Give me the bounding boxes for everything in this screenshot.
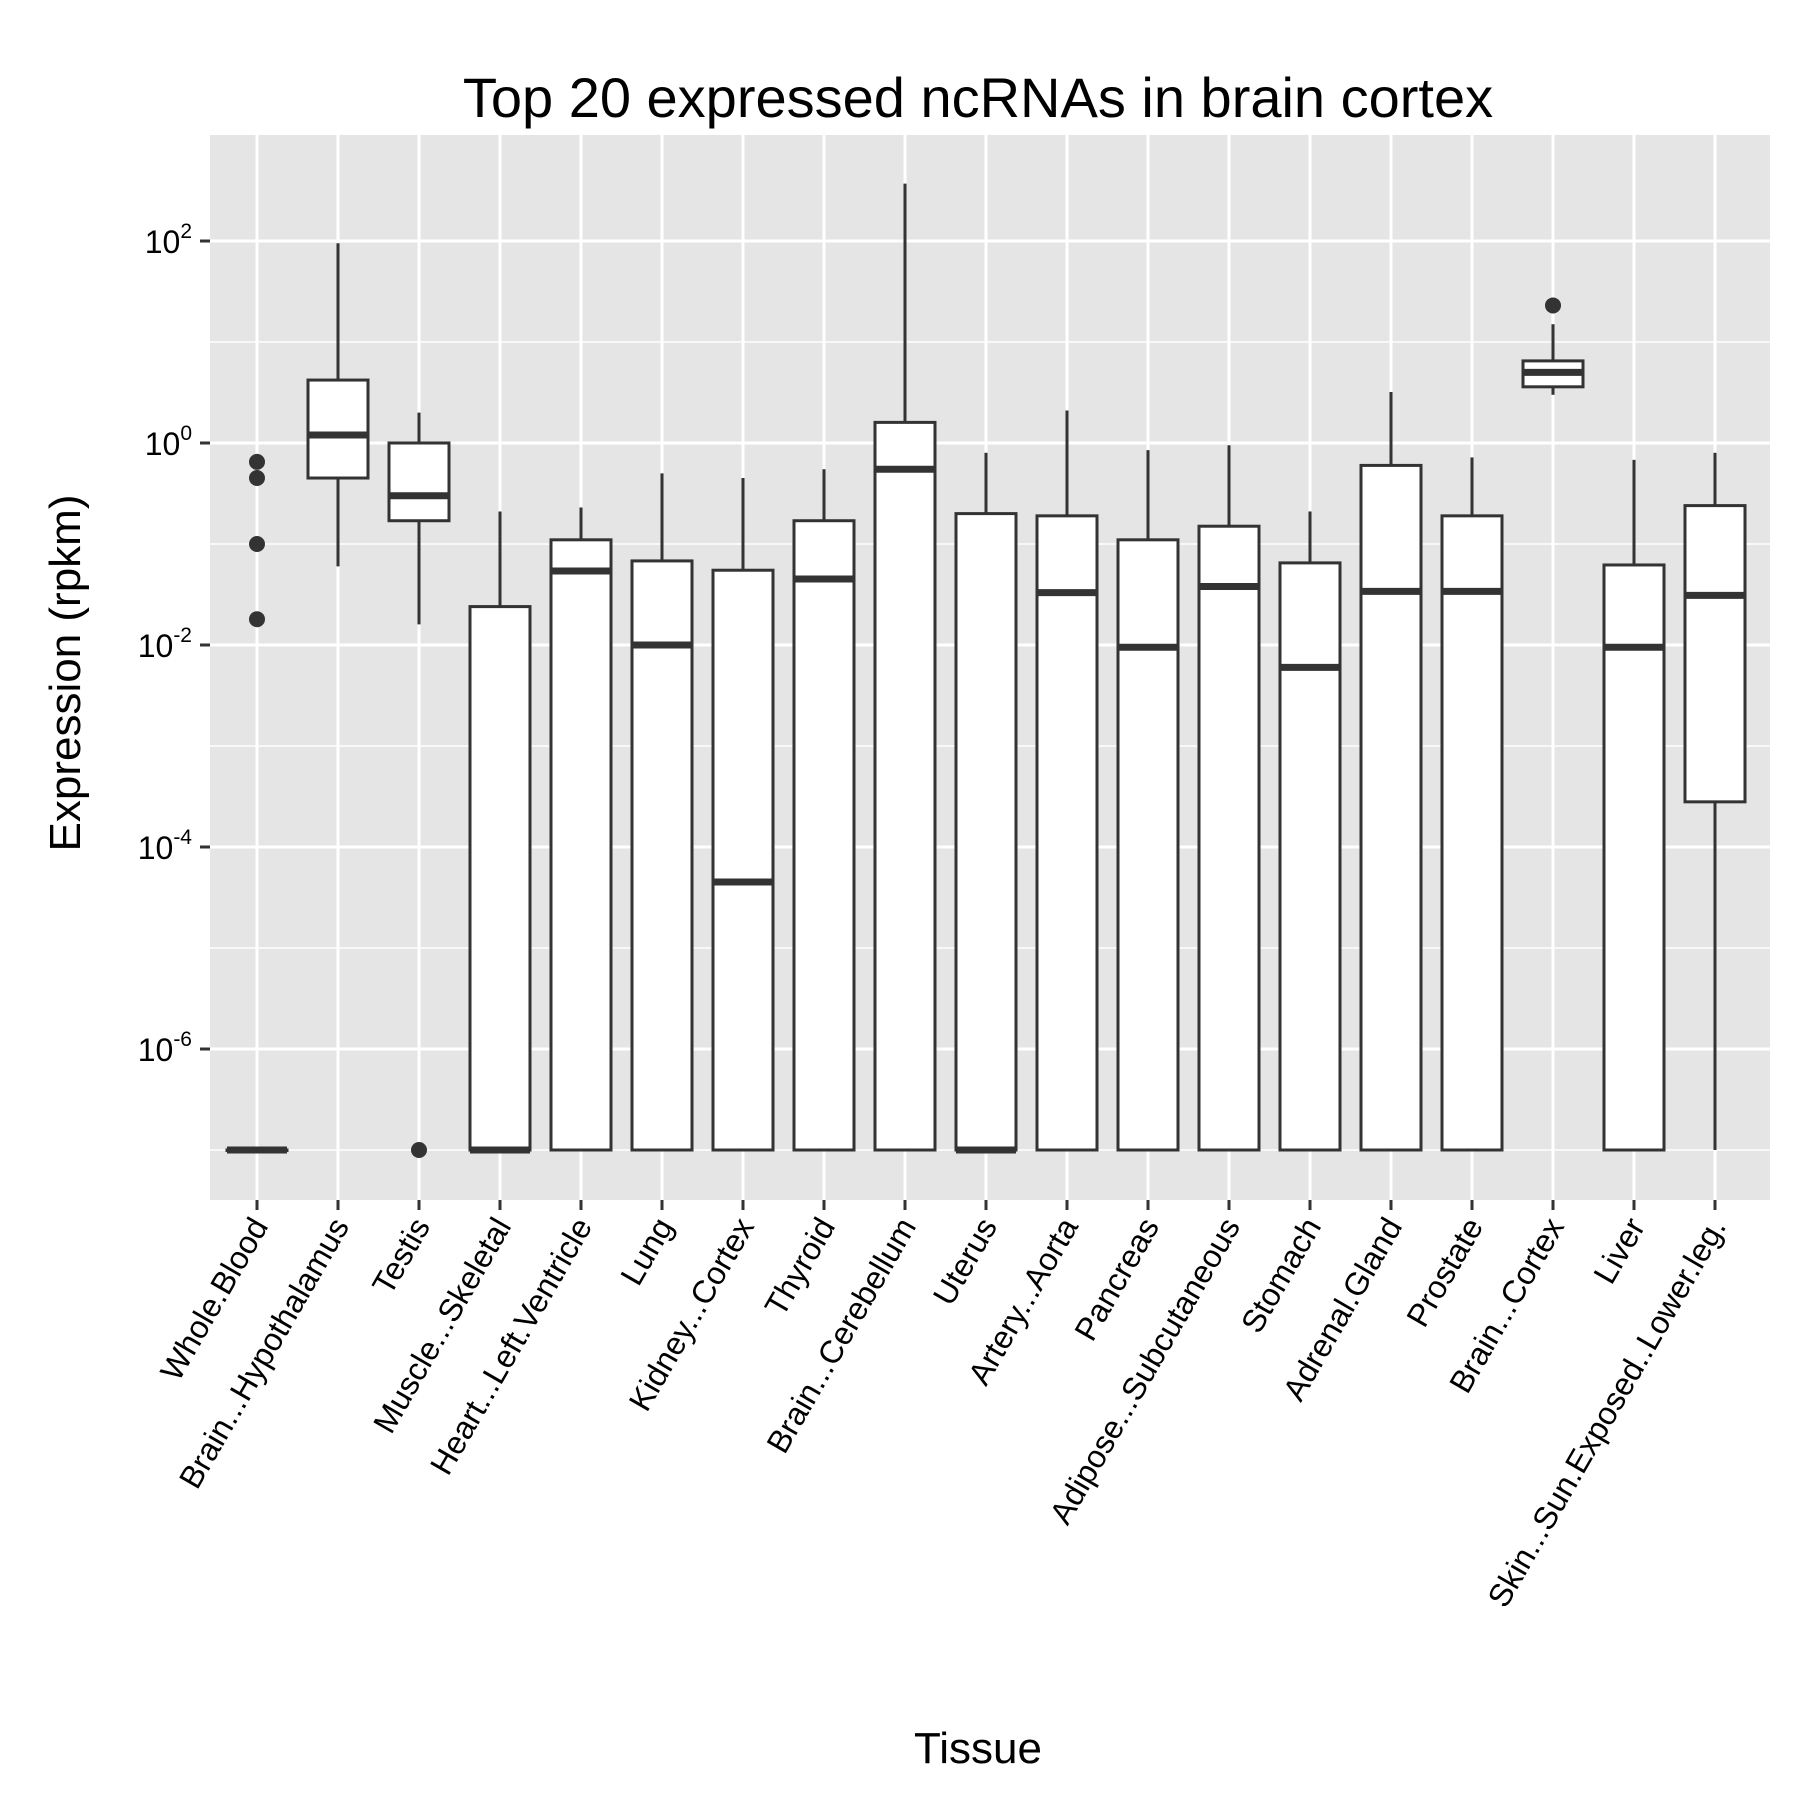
box-thyroid	[792, 469, 856, 1152]
box-kidney-cortex	[711, 478, 775, 1152]
y-tick-label: 10-2	[138, 624, 192, 664]
box-iqr	[792, 519, 856, 1152]
box-iqr	[1359, 463, 1423, 1152]
box-adipose-subcutaneous	[1197, 445, 1261, 1152]
box-iqr	[711, 568, 775, 1152]
x-tick-label: Lung	[613, 1212, 680, 1292]
y-axis-ticks: 10-6 10-4 10-2 100 102	[138, 220, 210, 1068]
box-pancreas	[1116, 450, 1180, 1152]
x-tick-label: Brain...Cerebellum	[759, 1212, 923, 1459]
box-iqr	[1278, 561, 1342, 1152]
box-iqr	[1197, 524, 1261, 1152]
x-tick-label: Stomach	[1234, 1212, 1328, 1339]
box-iqr	[954, 512, 1018, 1152]
outlier-point	[411, 1142, 427, 1158]
x-tick-label: Liver	[1586, 1211, 1652, 1289]
x-tick-label: Thyroid	[758, 1212, 843, 1322]
chart-title: Top 20 expressed ncRNAs in brain cortex	[463, 66, 1493, 129]
box-iqr	[873, 420, 937, 1152]
box-iqr	[1683, 504, 1747, 804]
x-tick-label: Prostate	[1399, 1212, 1490, 1333]
outlier-point	[1545, 297, 1561, 314]
y-tick-label: 10-6	[138, 1028, 192, 1068]
y-axis-label: Expression (rpkm)	[41, 495, 90, 852]
box-stomach	[1278, 511, 1342, 1152]
box-skin-sun-exposed-lower-leg	[1683, 452, 1747, 1150]
box-brain-cortex	[1521, 297, 1585, 395]
y-tick-label: 10-4	[138, 826, 193, 866]
x-tick-label: Uterus	[926, 1212, 1004, 1312]
y-tick-label: 102	[145, 220, 192, 260]
box-iqr	[1440, 514, 1504, 1152]
box-iqr	[1035, 514, 1099, 1152]
x-tick-label: Testis	[365, 1212, 437, 1301]
y-tick-label: 100	[145, 422, 192, 462]
box-uterus	[954, 452, 1018, 1154]
outlier-point	[249, 453, 265, 470]
box-prostate	[1440, 457, 1504, 1152]
box-heart-left-ventricle	[549, 507, 613, 1152]
outlier-point	[249, 536, 265, 552]
x-axis-label: Tissue	[914, 1724, 1042, 1773]
box-iqr	[1116, 538, 1180, 1152]
box-iqr	[549, 538, 613, 1152]
box-artery-aorta	[1035, 410, 1099, 1152]
box-iqr	[1602, 563, 1666, 1152]
box-testis	[387, 412, 451, 1158]
box-iqr	[387, 441, 451, 523]
box-whole-blood	[225, 453, 289, 1154]
box-muscle-skeletal	[468, 511, 532, 1154]
box-brain-hypothalamus	[306, 243, 370, 567]
box-liver	[1602, 459, 1666, 1152]
box-lung	[630, 473, 694, 1152]
box-iqr	[306, 378, 370, 480]
outlier-point	[249, 611, 265, 628]
box-adrenal-gland	[1359, 391, 1423, 1152]
outlier-point	[249, 470, 265, 487]
box-brain-cerebellum	[873, 183, 937, 1152]
box-iqr	[468, 605, 532, 1152]
box-iqr	[630, 559, 694, 1152]
box-series	[225, 183, 1747, 1158]
